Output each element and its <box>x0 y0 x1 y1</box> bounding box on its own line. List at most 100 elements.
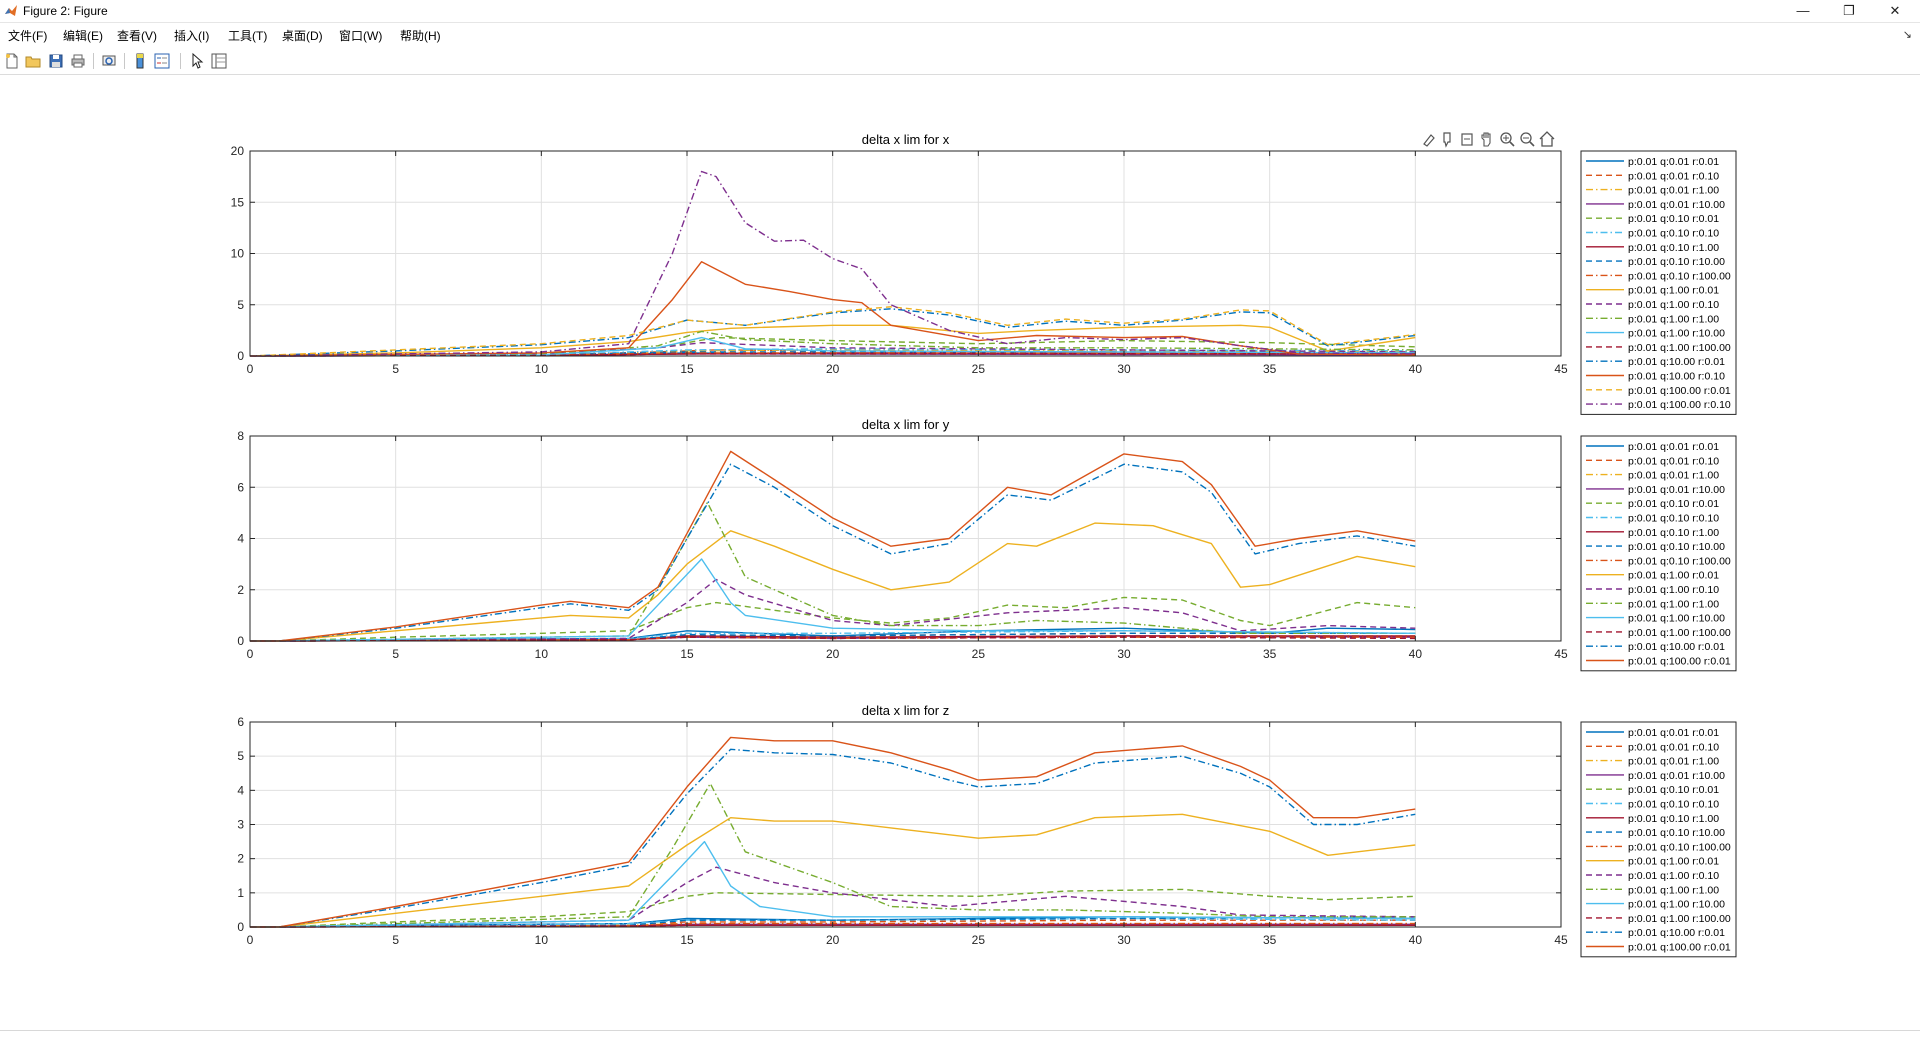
series-line[interactable] <box>249 308 1416 357</box>
series-line[interactable] <box>250 578 1416 642</box>
series-line[interactable] <box>249 306 1416 357</box>
series-line[interactable] <box>250 782 1416 928</box>
property-inspector-icon[interactable] <box>210 52 228 70</box>
legend-entry: p:0.01 q:0.10 r:100.00 <box>1628 555 1731 567</box>
series-line[interactable] <box>250 736 1416 928</box>
legend-entry: p:0.01 q:0.01 r:1.00 <box>1628 185 1719 197</box>
x-tick-label: 10 <box>535 362 549 376</box>
legend-entry: p:0.01 q:0.01 r:10.00 <box>1628 199 1725 211</box>
legend-entry: p:0.01 q:1.00 r:1.00 <box>1628 884 1719 896</box>
legend-entry: p:0.01 q:0.10 r:0.10 <box>1628 513 1719 525</box>
legend-entry: p:0.01 q:0.01 r:0.01 <box>1628 156 1719 168</box>
series-line[interactable] <box>250 558 1416 642</box>
x-tick-label: 20 <box>826 647 840 661</box>
series-line[interactable] <box>250 632 1416 642</box>
brush-icon[interactable] <box>1423 134 1435 147</box>
y-tick-label: 5 <box>237 298 244 312</box>
dock-arrow-icon[interactable]: ↘ <box>1902 29 1912 41</box>
legend-box[interactable] <box>1580 150 1737 415</box>
legend-entry: p:0.01 q:1.00 r:100.00 <box>1628 627 1731 639</box>
legend-entry: p:0.01 q:10.00 r:0.10 <box>1628 371 1725 383</box>
menu-window[interactable]: 窗口(W) <box>339 29 383 43</box>
legend-icon[interactable] <box>153 52 171 70</box>
y-tick-label: 3 <box>237 818 244 832</box>
legend-entry: p:0.01 q:1.00 r:0.01 <box>1628 856 1719 868</box>
y-tick-label: 4 <box>237 532 244 546</box>
legend-entry: p:0.01 q:0.10 r:1.00 <box>1628 242 1719 254</box>
x-tick-label: 5 <box>392 647 399 661</box>
minimize-button[interactable]: — <box>1780 0 1826 22</box>
series-line[interactable] <box>250 463 1416 642</box>
series-line[interactable] <box>250 450 1416 642</box>
menu-insert[interactable]: 插入(I) <box>174 29 210 43</box>
legend[interactable]: p:0.01 q:0.01 r:0.01 p:0.01 q:0.01 r:0.10… <box>1580 435 1737 672</box>
save-icon[interactable] <box>47 52 65 70</box>
edit-plot-icon[interactable] <box>188 52 206 70</box>
y-tick-label: 15 <box>231 195 245 209</box>
legend[interactable]: p:0.01 q:0.01 r:0.01 p:0.01 q:0.01 r:0.10… <box>1580 721 1737 958</box>
series-line[interactable] <box>250 919 1416 928</box>
colorbar-icon[interactable] <box>131 52 149 70</box>
print-preview-icon[interactable] <box>100 52 118 70</box>
menu-tools[interactable]: 工具(T) <box>228 29 268 43</box>
series-line[interactable] <box>250 748 1416 928</box>
legend-entry: p:0.01 q:0.01 r:0.10 <box>1628 741 1719 753</box>
x-tick-label: 30 <box>1117 647 1131 661</box>
series-line[interactable] <box>249 336 1416 357</box>
home-icon[interactable] <box>1539 131 1555 147</box>
open-file-icon[interactable] <box>24 52 42 70</box>
menu-desktop[interactable]: 桌面(D) <box>282 29 323 43</box>
menu-edit[interactable]: 编辑(E) <box>63 29 103 43</box>
new-figure-icon[interactable] <box>3 52 21 70</box>
menu-help[interactable]: 帮助(H) <box>400 29 441 43</box>
legend-entry: p:0.01 q:0.01 r:10.00 <box>1628 770 1725 782</box>
restore-view-icon[interactable] <box>1461 133 1473 146</box>
series-line[interactable] <box>249 170 1416 357</box>
legend-entry: p:0.01 q:100.00 r:0.01 <box>1628 656 1731 668</box>
series-line[interactable] <box>250 840 1416 928</box>
x-tick-label: 25 <box>972 362 986 376</box>
x-tick-label: 15 <box>680 933 694 947</box>
pan-icon[interactable] <box>1481 132 1491 147</box>
x-tick-label: 45 <box>1554 933 1568 947</box>
axes-2[interactable]: 0 5 10 15 20 25 30 35 40 45 0 2 4 6 8 delta x lim for y… <box>237 417 1737 672</box>
series-line[interactable] <box>250 888 1416 928</box>
axes-1[interactable]: 0 5 10 15 20 25 30 35 40 45 0 5 10 15 20 delta x lim fo… <box>231 132 1737 415</box>
chart-title: delta x lim for z <box>862 703 949 718</box>
figure-toolbar <box>0 48 1920 75</box>
legend-entry: p:0.01 q:0.01 r:0.10 <box>1628 455 1719 467</box>
legend-entry: p:0.01 q:0.10 r:1.00 <box>1628 813 1719 825</box>
x-tick-label: 30 <box>1117 933 1131 947</box>
menu-file[interactable]: 文件(F) <box>8 29 48 43</box>
series-line[interactable] <box>249 260 1416 357</box>
legend-entry: p:0.01 q:0.10 r:0.10 <box>1628 228 1719 240</box>
print-icon[interactable] <box>69 52 87 70</box>
series-line[interactable] <box>250 916 1416 928</box>
legend[interactable]: p:0.01 q:0.01 r:0.01 p:0.01 q:0.01 r:0.10… <box>1580 150 1737 415</box>
series-line[interactable] <box>250 522 1416 642</box>
window-title-bar: Figure 2: Figure — ❐ ✕ <box>0 0 1920 23</box>
maximize-button[interactable]: ❐ <box>1826 0 1872 22</box>
menu-view[interactable]: 查看(V) <box>117 29 157 43</box>
legend-entry: p:0.01 q:0.01 r:1.00 <box>1628 470 1719 482</box>
legend-entry: p:0.01 q:1.00 r:100.00 <box>1628 913 1731 925</box>
series-line[interactable] <box>250 813 1416 928</box>
y-tick-label: 0 <box>237 634 244 648</box>
x-tick-label: 40 <box>1409 647 1423 661</box>
y-tick-label: 8 <box>237 429 244 443</box>
zoom-in-icon[interactable] <box>1500 132 1515 147</box>
close-button[interactable]: ✕ <box>1872 0 1918 22</box>
toolbar-separator <box>93 53 94 69</box>
data-tips-icon[interactable] <box>1443 132 1451 148</box>
x-tick-label: 25 <box>972 647 986 661</box>
x-tick-label: 40 <box>1409 933 1423 947</box>
zoom-out-icon[interactable] <box>1520 132 1535 147</box>
legend-entry: p:0.01 q:0.10 r:0.01 <box>1628 498 1719 510</box>
legend-entry: p:0.01 q:1.00 r:0.01 <box>1628 570 1719 582</box>
axes-toolbar <box>1423 131 1555 148</box>
y-tick-label: 0 <box>237 920 244 934</box>
x-tick-label: 5 <box>392 933 399 947</box>
legend-entry: p:0.01 q:0.01 r:0.10 <box>1628 170 1719 182</box>
y-tick-label: 6 <box>237 480 244 494</box>
